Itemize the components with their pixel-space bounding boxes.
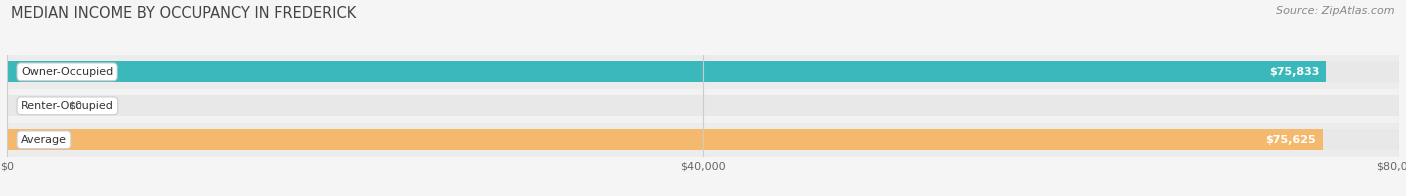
Bar <box>7 55 1399 89</box>
Text: $75,833: $75,833 <box>1270 67 1319 77</box>
Bar <box>7 129 1399 150</box>
Text: Average: Average <box>21 135 67 145</box>
Bar <box>7 129 1323 150</box>
Text: MEDIAN INCOME BY OCCUPANCY IN FREDERICK: MEDIAN INCOME BY OCCUPANCY IN FREDERICK <box>11 6 357 21</box>
Bar <box>7 95 1399 116</box>
Text: Renter-Occupied: Renter-Occupied <box>21 101 114 111</box>
Text: $0: $0 <box>67 101 82 111</box>
Bar <box>7 123 1399 157</box>
Bar <box>7 61 1326 82</box>
Bar <box>7 89 1399 123</box>
Text: Source: ZipAtlas.com: Source: ZipAtlas.com <box>1277 6 1395 16</box>
Text: Owner-Occupied: Owner-Occupied <box>21 67 114 77</box>
Bar <box>7 61 1399 82</box>
Text: $75,625: $75,625 <box>1265 135 1316 145</box>
